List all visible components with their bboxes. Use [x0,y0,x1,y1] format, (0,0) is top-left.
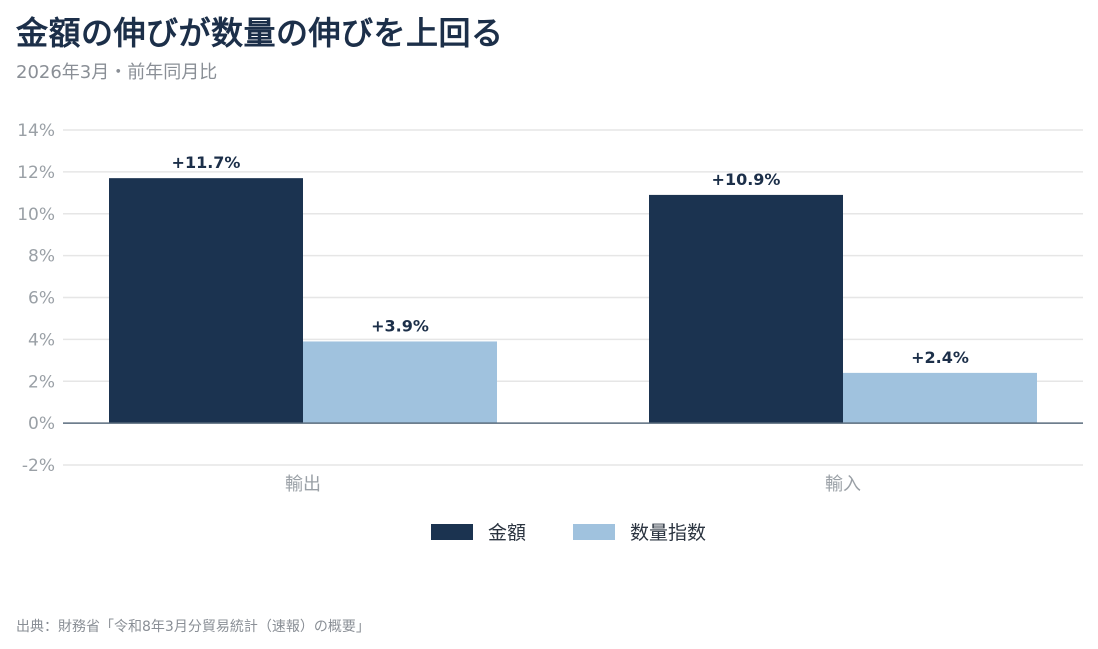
y-tick-label: -2% [22,456,55,476]
legend-label: 数量指数 [630,522,706,544]
y-tick-label: 2% [28,372,55,392]
y-tick-label: 10% [17,205,55,225]
bar-volume [843,372,1037,424]
category-label: 輸入 [825,474,861,495]
bar-volume [303,341,497,424]
chart-subtitle: 2026年3月・前年同月比 [16,62,218,83]
source-note: 出典：財務省「令和8年3月分貿易統計（速報）の概要」 [16,619,370,635]
legend-label: 金額 [488,522,526,544]
y-tick-label: 12% [17,163,55,183]
data-label: +3.9% [371,316,429,335]
category-label: 輸出 [285,474,321,495]
axes: -2% 0% 2% 4% 6% 8% 10% 12% 14% 輸出 輸入 [17,121,1083,495]
data-label: +11.7% [172,153,241,172]
bars [109,178,1037,424]
legend-swatch [573,524,615,540]
data-label: +10.9% [712,170,781,189]
y-tick-label: 4% [28,330,55,350]
y-tick-label: 0% [28,414,55,434]
y-tick-label: 6% [28,289,55,309]
y-tick-label: 14% [17,121,55,141]
bar-amount [649,194,843,424]
chart-title: 金額の伸びが数量の伸びを上回る [16,14,504,52]
data-labels: +11.7% +3.9% +10.9% +2.4% [172,153,969,367]
legend-swatch [431,524,473,540]
bar-chart: +11.7% +3.9% +10.9% +2.4% -2% 0% 2% 4% 6% 8% 10% 1… [17,121,1083,544]
y-tick-label: 8% [28,247,55,267]
legend: 金額 数量指数 [431,522,706,544]
bar-amount [109,178,303,424]
data-label: +2.4% [911,348,969,367]
